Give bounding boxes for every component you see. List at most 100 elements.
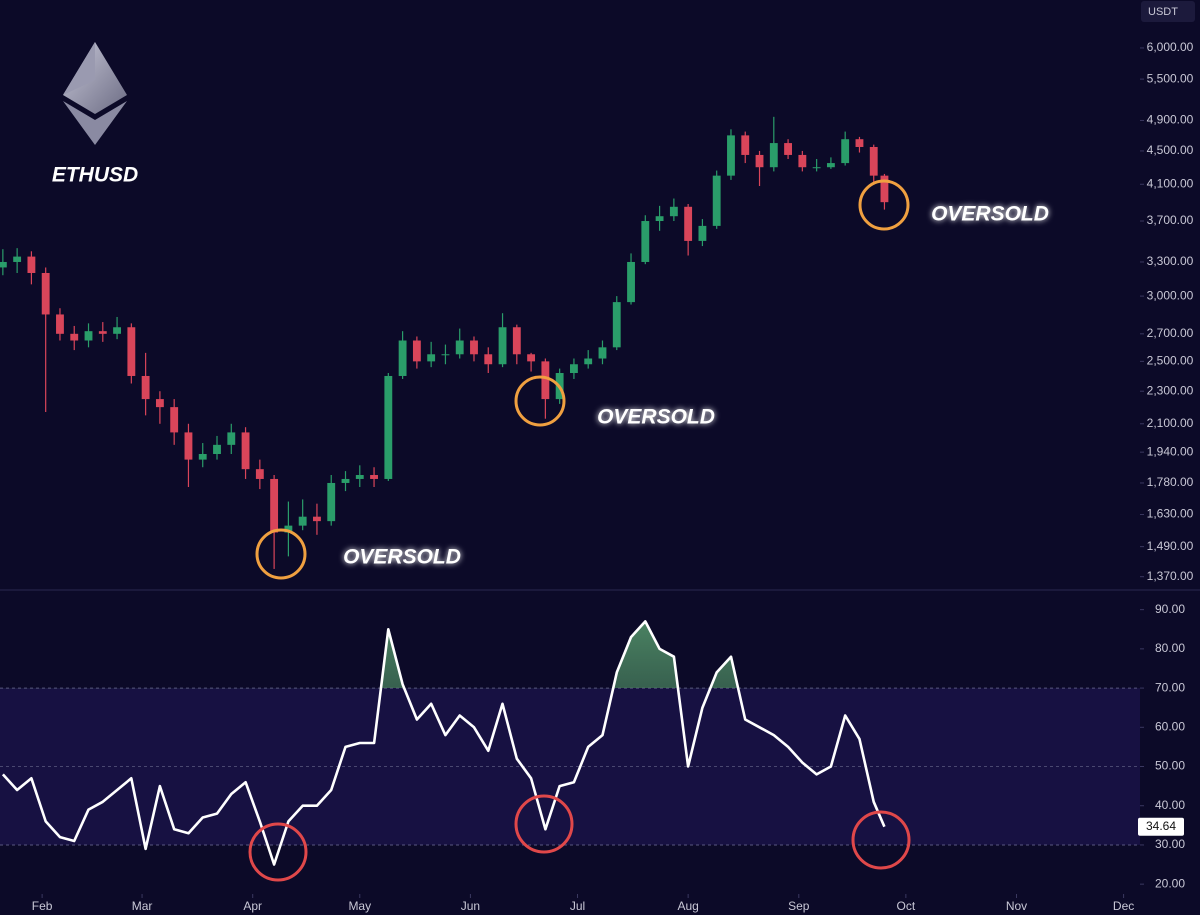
candle-body bbox=[384, 375, 393, 479]
current-value-box bbox=[1138, 817, 1184, 836]
x-tick-label: May bbox=[348, 899, 371, 913]
highlight-circle bbox=[255, 528, 307, 580]
candle-body bbox=[470, 340, 478, 355]
candle-body bbox=[755, 154, 764, 168]
candle-body bbox=[612, 302, 621, 348]
candle-body bbox=[880, 175, 889, 203]
candle-body bbox=[184, 432, 193, 460]
annotation: OVERSOLD bbox=[343, 546, 461, 569]
candle-body bbox=[855, 139, 864, 147]
candle-body bbox=[527, 354, 536, 362]
candle-body bbox=[498, 327, 507, 365]
candle-body bbox=[441, 354, 450, 356]
candle-body bbox=[584, 358, 593, 365]
x-tick-label: Aug bbox=[677, 899, 698, 913]
candle-body bbox=[812, 167, 821, 169]
y-tick-label: 5,500.00 bbox=[1147, 71, 1194, 85]
candle-body bbox=[327, 482, 336, 522]
candle-body bbox=[655, 216, 664, 222]
candle-body bbox=[427, 354, 436, 362]
y-tick-label: 70.00 bbox=[1155, 680, 1185, 694]
candle-body bbox=[13, 256, 22, 262]
annotation: OVERSOLD bbox=[931, 203, 1049, 226]
candle-body bbox=[412, 340, 421, 362]
candle-body bbox=[141, 375, 150, 400]
candle-body bbox=[698, 225, 707, 241]
candle-body bbox=[512, 327, 521, 355]
y-tick-label: 2,100.00 bbox=[1147, 416, 1194, 430]
candle-body bbox=[284, 525, 293, 533]
y-tick-label: 3,300.00 bbox=[1147, 254, 1194, 268]
candle-body bbox=[170, 407, 179, 433]
y-tick-label: 2,700.00 bbox=[1147, 326, 1194, 340]
candle-body bbox=[669, 206, 678, 217]
x-tick-label: Jun bbox=[461, 899, 480, 913]
rsi-line bbox=[1, 620, 886, 866]
y-tick-label: 4,500.00 bbox=[1147, 143, 1194, 157]
x-tick-label: Feb bbox=[32, 899, 53, 913]
candle-body bbox=[841, 139, 850, 164]
candle-body bbox=[541, 361, 550, 400]
y-tick-label: 80.00 bbox=[1155, 641, 1185, 655]
candle-body bbox=[70, 333, 79, 341]
y-tick-label: 6,000.00 bbox=[1147, 40, 1194, 54]
candle-body bbox=[570, 364, 578, 374]
candle-body bbox=[684, 206, 693, 241]
candle-body bbox=[41, 272, 50, 315]
y-tick-label: 40.00 bbox=[1155, 798, 1185, 812]
candle-body bbox=[741, 135, 750, 155]
candle-body bbox=[598, 347, 607, 359]
y-tick-label: 60.00 bbox=[1155, 719, 1185, 733]
logo-facet bbox=[63, 42, 95, 95]
candle-body bbox=[784, 143, 793, 155]
candle-body bbox=[227, 432, 236, 445]
highlight-circle bbox=[514, 375, 566, 427]
x-tick-label: Nov bbox=[1006, 899, 1027, 913]
current-value-label: 34.64 bbox=[1146, 819, 1176, 833]
highlight-circle bbox=[248, 822, 308, 882]
candle-body bbox=[198, 454, 207, 460]
candle-body bbox=[727, 135, 735, 176]
candle-body bbox=[213, 444, 221, 455]
y-tick-label: 50.00 bbox=[1155, 759, 1185, 773]
overbought-fill bbox=[2, 621, 885, 689]
y-tick-label: 4,900.00 bbox=[1147, 113, 1194, 127]
candle-body bbox=[826, 163, 835, 168]
y-tick-label: 20.00 bbox=[1155, 876, 1185, 890]
logo-bottom bbox=[63, 101, 127, 145]
chart-title: ETHUSD bbox=[52, 164, 138, 187]
candle-body bbox=[241, 432, 250, 470]
x-tick-label: Mar bbox=[132, 899, 153, 913]
candle-body bbox=[27, 256, 36, 273]
x-tick-label: Jul bbox=[570, 899, 585, 913]
x-tick-label: Oct bbox=[897, 899, 916, 913]
highlight-circle bbox=[851, 810, 911, 870]
y-tick-label: 3,000.00 bbox=[1147, 288, 1194, 302]
x-tick-label: Dec bbox=[1113, 899, 1134, 913]
y-tick-label: 1,490.00 bbox=[1147, 539, 1194, 553]
x-tick-label: Apr bbox=[243, 899, 262, 913]
unit-label: USDT bbox=[1148, 6, 1178, 18]
y-tick-label: 2,500.00 bbox=[1147, 354, 1194, 368]
candle-body bbox=[484, 354, 493, 365]
unit-box bbox=[1141, 1, 1195, 22]
candle-body bbox=[56, 314, 64, 334]
candle-body bbox=[98, 331, 107, 334]
candle-body bbox=[455, 340, 464, 355]
candle-body bbox=[627, 261, 635, 303]
candle-body bbox=[113, 327, 121, 334]
eth-logo bbox=[63, 42, 127, 145]
candle-body bbox=[712, 175, 721, 226]
y-tick-label: 3,700.00 bbox=[1147, 213, 1194, 227]
candle-body bbox=[641, 221, 650, 262]
candle-body bbox=[298, 516, 307, 526]
candle-body bbox=[127, 327, 136, 376]
highlight-circle bbox=[514, 794, 574, 854]
y-tick-label: 1,780.00 bbox=[1147, 475, 1194, 489]
candle-body bbox=[270, 478, 279, 533]
y-tick-label: 1,940.00 bbox=[1147, 444, 1194, 458]
y-tick-label: 1,370.00 bbox=[1147, 569, 1194, 583]
candle-body bbox=[398, 340, 407, 376]
